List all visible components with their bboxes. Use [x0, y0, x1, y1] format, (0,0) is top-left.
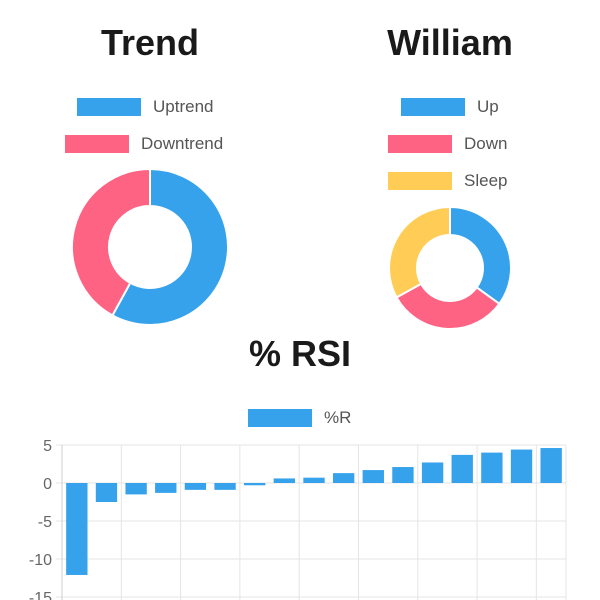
y-tick-label: -10 [29, 552, 52, 569]
legend-label: Uptrend [153, 97, 214, 116]
bar[interactable] [392, 467, 414, 483]
bar[interactable] [155, 483, 177, 493]
bar[interactable] [421, 462, 444, 483]
legend-item-r[interactable]: %R [248, 408, 351, 428]
donut-slice-sleep[interactable] [388, 205, 451, 299]
william-chart: William Up Down Sleep [300, 0, 600, 340]
legend-swatch [77, 98, 141, 116]
donut-slice-downtrend[interactable] [71, 167, 151, 317]
legend-item-uptrend[interactable]: Uptrend [77, 97, 213, 117]
legend-swatch [388, 135, 452, 153]
y-tick-label: 5 [43, 438, 52, 455]
legend-item-sleep[interactable]: Sleep [388, 171, 507, 191]
legend-item-downtrend[interactable]: Downtrend [65, 134, 223, 154]
legend-label: Down [464, 134, 508, 153]
legend-label: %R [324, 408, 352, 427]
legend-swatch [388, 172, 452, 190]
bar[interactable] [540, 448, 562, 483]
legend-swatch [401, 98, 465, 116]
bar[interactable] [273, 478, 296, 483]
chart-title: Trend [100, 22, 199, 63]
bar[interactable] [303, 477, 325, 483]
legend-label: Up [477, 97, 499, 116]
bar[interactable] [481, 452, 503, 483]
legend-item-down[interactable]: Down [388, 134, 507, 154]
donut-slice-uptrend[interactable] [111, 167, 229, 326]
legend-swatch [65, 135, 129, 153]
y-tick-label: -15 [29, 590, 52, 600]
bar[interactable] [95, 483, 118, 502]
donut-slice-up[interactable] [449, 205, 512, 306]
bar[interactable] [362, 470, 384, 483]
bar[interactable] [332, 473, 355, 483]
bar[interactable] [125, 483, 147, 495]
bar[interactable] [510, 449, 533, 483]
legend-label: Downtrend [141, 134, 224, 153]
donut-slice-down[interactable] [395, 282, 501, 330]
bar[interactable] [184, 483, 207, 490]
chart-title: William [387, 22, 513, 63]
legend-item-up[interactable]: Up [401, 97, 499, 117]
bar[interactable] [451, 454, 473, 483]
rsi-chart-title: % RSI [248, 333, 352, 374]
bar[interactable] [244, 483, 266, 486]
bar[interactable] [214, 483, 236, 490]
trend-chart: Trend Uptrend Downtrend [0, 0, 300, 340]
y-tick-label: -5 [38, 514, 52, 531]
trend-donut [71, 167, 229, 326]
william-donut [388, 205, 512, 330]
bar[interactable] [66, 483, 88, 575]
y-tick-label: 0 [43, 476, 52, 493]
legend-swatch [248, 409, 312, 427]
legend-label: Sleep [464, 171, 508, 190]
